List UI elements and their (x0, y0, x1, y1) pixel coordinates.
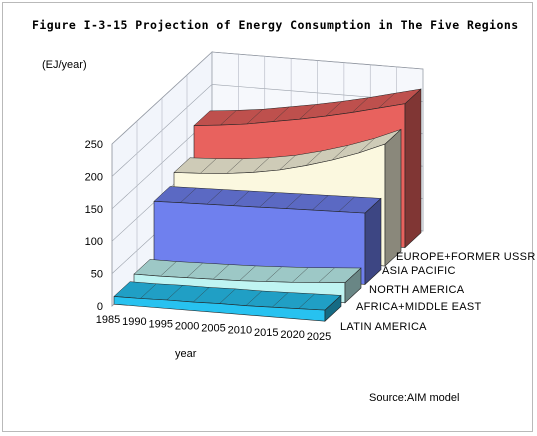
ribbon-segment-line (265, 266, 283, 282)
x-tick-label: 2000 (175, 320, 199, 332)
ribbon-segment-line (245, 290, 263, 306)
ribbon-end-cap (324, 294, 342, 322)
ribbon-segment-line (272, 106, 290, 122)
series-label: AFRICA+MIDDLE EAST (356, 301, 482, 313)
ribbon-segment-line (338, 196, 355, 212)
ribbon-segment-line (325, 101, 343, 117)
ribbon-segment-line (226, 158, 243, 174)
ribbon-segment-line (239, 265, 256, 281)
ribbon-segment-line (232, 190, 250, 206)
y-tick-labels: 0 50 100 150 200 250 (85, 139, 103, 313)
x-tick-label: 2015 (254, 327, 278, 339)
figure-frame (2, 2, 533, 432)
ribbon-segment-line (192, 287, 210, 303)
ribbon-segment-line (312, 195, 329, 211)
ribbon-end-cap (404, 88, 422, 249)
x-tick-label: 2025 (307, 331, 331, 343)
x-tick-labels: 1985 1990 1995 2000 2005 2010 2015 2020 2025 (96, 314, 331, 343)
ribbon-segment-line (352, 97, 369, 113)
series-ribbons (113, 88, 422, 322)
ribbon-segment-line (259, 192, 276, 208)
series-label: LATIN AMERICA (340, 321, 427, 333)
x-axis-title: year (175, 348, 197, 360)
ribbon-segment-line (318, 267, 335, 283)
ribbon-segment-line (378, 93, 395, 109)
y-tick-label: 100 (85, 236, 103, 248)
ribbon-segment-line (180, 187, 197, 203)
ribbon-segment-line (140, 283, 157, 299)
y-tick-label: 0 (97, 301, 103, 313)
series-label: NORTH AMERICA (369, 284, 465, 296)
ribbon-segment-line (219, 288, 236, 304)
ribbon-segment-line (279, 155, 296, 171)
x-tick-label: 2020 (280, 329, 304, 341)
y-axis-unit-label: (EJ/year) (42, 59, 87, 71)
y-tick-label: 50 (91, 269, 103, 281)
series-labels: EUROPE+FORMER USSR ASIA PACIFIC NORTH AMER… (340, 251, 536, 333)
ribbon-segment-line (166, 285, 183, 301)
ribbon-segment-line (200, 158, 217, 174)
ribbon-segment-line (186, 262, 203, 278)
ribbon-segment-line (358, 138, 375, 154)
figure-title: Figure I-3-15 Projection of Energy Consu… (32, 18, 519, 32)
series-ribbon (113, 281, 342, 322)
ribbon-segment-line (272, 292, 289, 308)
x-tick-label: 1990 (122, 316, 146, 328)
ribbon-end-cap (364, 197, 382, 286)
ribbon-segment-line (220, 110, 237, 126)
ribbon-segment-line (305, 150, 323, 166)
source-note: Source:AIM model (369, 392, 460, 404)
ribbon-segment-line (285, 193, 303, 209)
ribbon-segment-line (212, 264, 230, 280)
x-tick-label: 2010 (228, 325, 252, 337)
ribbon-segment-line (332, 145, 349, 161)
x-tick-label: 2005 (201, 323, 225, 335)
ribbon-segment-line (206, 189, 223, 205)
x-tick-label: 1985 (96, 314, 120, 326)
y-tick-label: 200 (85, 171, 103, 183)
ribbon-segment-line (246, 109, 263, 125)
ribbon-segment-line (292, 267, 309, 283)
y-tick-label: 150 (85, 204, 103, 216)
x-tick-label: 1995 (149, 318, 173, 330)
ribbon-end-cap (384, 128, 402, 267)
ribbon-segment-line (160, 261, 177, 277)
series-label: ASIA PACIFIC (382, 265, 456, 277)
ribbon-segment-line (252, 157, 270, 173)
series-label: EUROPE+FORMER USSR (396, 251, 536, 263)
ribbon-segment-line (299, 104, 316, 120)
y-tick-label: 250 (85, 139, 103, 151)
ribbon-segment-line (298, 293, 315, 309)
ribbon-end-cap (344, 267, 362, 304)
